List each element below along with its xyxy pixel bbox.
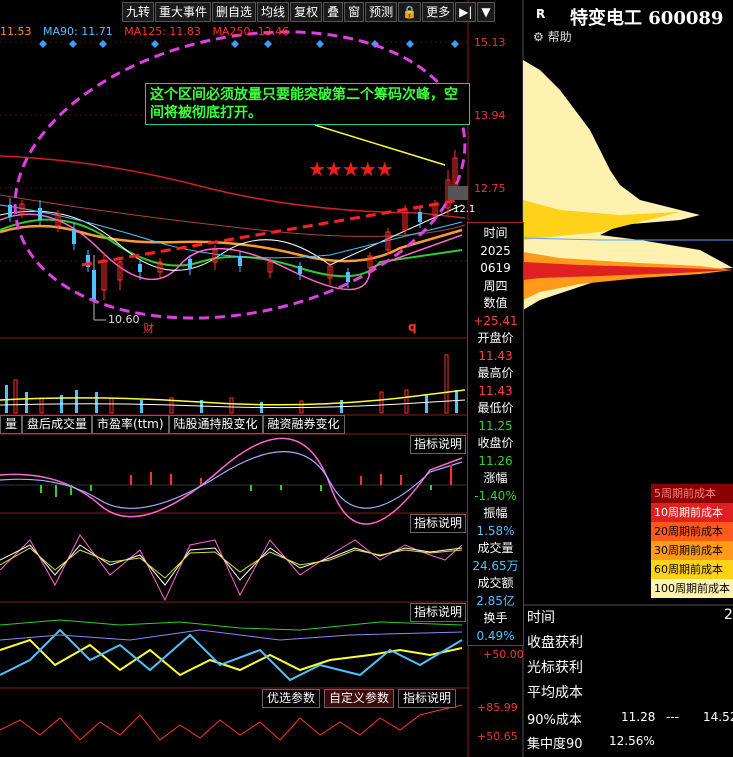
chip-legend-30: 30周期前成本 <box>651 541 733 560</box>
tab-volume[interactable]: 量 <box>0 415 23 434</box>
indicator-axis-label: +85.99 <box>477 701 518 714</box>
indicator-axis-label: +50.65 <box>477 730 518 743</box>
low-price-label: 10.60 <box>108 313 140 326</box>
toolbar-ma-button[interactable]: 均线 <box>257 2 290 22</box>
stat-cost90-low: 11.28 <box>621 710 656 724</box>
stat-cost90-high: 14.52 <box>703 710 733 724</box>
tab-hk-connect-holding[interactable]: 陆股通持股变化 <box>168 415 263 434</box>
ma-value-250: MA250: 12.46 <box>212 25 290 38</box>
info-time-label: 时间 <box>483 226 508 240</box>
info-amt: 2.85亿 <box>476 593 515 608</box>
annotation-note: 这个区间必须放量只要能突破第二个筹码次峰，空间将被彻底打开。 <box>145 83 470 125</box>
chip-legend-60: 60周期前成本 <box>651 560 733 579</box>
info-change: -1.40% <box>474 488 517 503</box>
lock-icon[interactable]: 🔒 <box>398 2 422 22</box>
toolbar-more-button[interactable]: 更多 <box>422 2 455 22</box>
indicator-explain-button[interactable]: 指标说明 <box>410 603 467 622</box>
toolbar-forecast-button[interactable]: 预测 <box>365 2 398 22</box>
stat-time-value: 2 <box>724 607 733 623</box>
info-amp: 1.58% <box>476 523 515 538</box>
info-high-label: 最高价 <box>477 366 514 380</box>
price-axis-label: 15.13 <box>474 36 506 49</box>
indicator-tabs: 量 盘后成交量 市盈率(ttm) 陆股通持股变化 融资融券变化 <box>0 415 345 434</box>
toolbar-window-button[interactable]: 窗 <box>344 2 365 22</box>
info-value: +25.41 <box>473 313 518 328</box>
toolbar-adjust-button[interactable]: 复权 <box>290 2 323 22</box>
info-date: 0619 <box>480 261 511 275</box>
info-year: 2025 <box>480 243 511 258</box>
info-weekday: 周四 <box>483 278 508 293</box>
toolbar: 九转 重大事件 删自选 均线 复权 叠 窗 预测 🔒 更多 ▶| ▼ <box>122 2 496 22</box>
chip-legend-20: 20周期前成本 <box>651 522 733 541</box>
financial-report-marker[interactable]: 财 <box>143 322 154 335</box>
indicator-explain-button[interactable]: 指标说明 <box>410 435 467 454</box>
info-low-label: 最低价 <box>477 401 514 415</box>
toolbar-jiuzhuan-button[interactable]: 九转 <box>122 2 155 22</box>
info-close: 11.26 <box>478 453 513 468</box>
stock-title: 特变电工 600089 <box>570 8 724 29</box>
dropdown-icon[interactable]: ▼ <box>477 2 495 22</box>
help-label: 帮助 <box>547 30 572 44</box>
tab-pe-ttm[interactable]: 市盈率(ttm) <box>92 415 169 434</box>
r-badge: R <box>536 7 546 21</box>
toolbar-overlay-button[interactable]: 叠 <box>323 2 344 22</box>
help-button[interactable]: ⚙ 帮助 <box>533 28 572 45</box>
tab-after-hours-volume[interactable]: 盘后成交量 <box>22 415 93 434</box>
stat-cursor-profit-label: 光标获利 <box>527 660 583 676</box>
indicator-axis-label: +50.00 <box>483 648 524 661</box>
chip-legend-10: 10周期前成本 <box>651 503 733 522</box>
info-amp-label: 振幅 <box>483 506 508 520</box>
info-close-label: 收盘价 <box>477 436 514 450</box>
toolbar-remove-watchlist-button[interactable]: 删自选 <box>212 2 257 22</box>
info-open-label: 开盘价 <box>477 331 514 345</box>
toolbar-major-events-button[interactable]: 重大事件 <box>155 2 212 22</box>
info-turn: 0.49% <box>476 628 515 643</box>
chip-legend-100: 100周期前成本 <box>651 579 733 598</box>
ma-value-90: MA90: 11.71 <box>43 25 113 38</box>
price-current-label: 12.1 <box>453 204 476 215</box>
chip-legend-5: 5周期前成本 <box>651 484 733 503</box>
parameter-tabs: 优选参数 自定义参数 指标说明 <box>262 689 457 708</box>
help-icon: ⚙ <box>533 30 544 44</box>
next-icon[interactable]: ▶| <box>455 2 477 22</box>
tab-custom-params[interactable]: 自定义参数 <box>324 689 395 708</box>
tab-indicator-explain[interactable]: 指标说明 <box>398 689 457 708</box>
info-amt-label: 成交额 <box>477 576 514 590</box>
stat-avg-cost-label: 平均成本 <box>527 685 583 701</box>
ma-value-1: 11.53 <box>0 25 32 38</box>
indicator-explain-button[interactable]: 指标说明 <box>410 514 467 533</box>
ma-legend: 11.53 MA90: 11.71 MA125: 11.83 MA250: 12… <box>0 25 297 38</box>
ma-value-125: MA125: 11.83 <box>124 25 201 38</box>
info-low: 11.25 <box>478 418 513 433</box>
info-turn-label: 换手 <box>483 611 508 625</box>
info-change-label: 涨幅 <box>483 471 508 485</box>
tab-margin-trading[interactable]: 融资融券变化 <box>262 415 345 434</box>
info-open: 11.43 <box>478 348 513 363</box>
info-vol: 24.65万 <box>472 558 519 573</box>
stat-time-label: 时间 <box>527 610 555 626</box>
q-marker[interactable]: q <box>408 320 417 334</box>
stat-cost90-label: 90%成本 <box>527 713 582 728</box>
info-value-label: 数值 <box>483 296 508 310</box>
price-axis-label: 13.94 <box>474 109 506 122</box>
tab-preferred-params[interactable]: 优选参数 <box>262 689 321 708</box>
stat-conc90-label: 集中度90 <box>527 737 583 752</box>
stat-cost90-sep: --- <box>666 710 679 724</box>
info-high: 11.43 <box>478 383 513 398</box>
stat-close-profit-label: 收盘获利 <box>527 635 583 651</box>
info-vol-label: 成交量 <box>477 541 514 555</box>
price-axis-label: 12.75 <box>474 182 506 195</box>
info-panel: 时间 2025 0619 周四 数值 +25.41 开盘价 11.43 最高价 … <box>467 222 524 646</box>
stat-conc90-value: 12.56% <box>609 734 655 748</box>
star-rating: ★★★★★ <box>308 157 394 181</box>
